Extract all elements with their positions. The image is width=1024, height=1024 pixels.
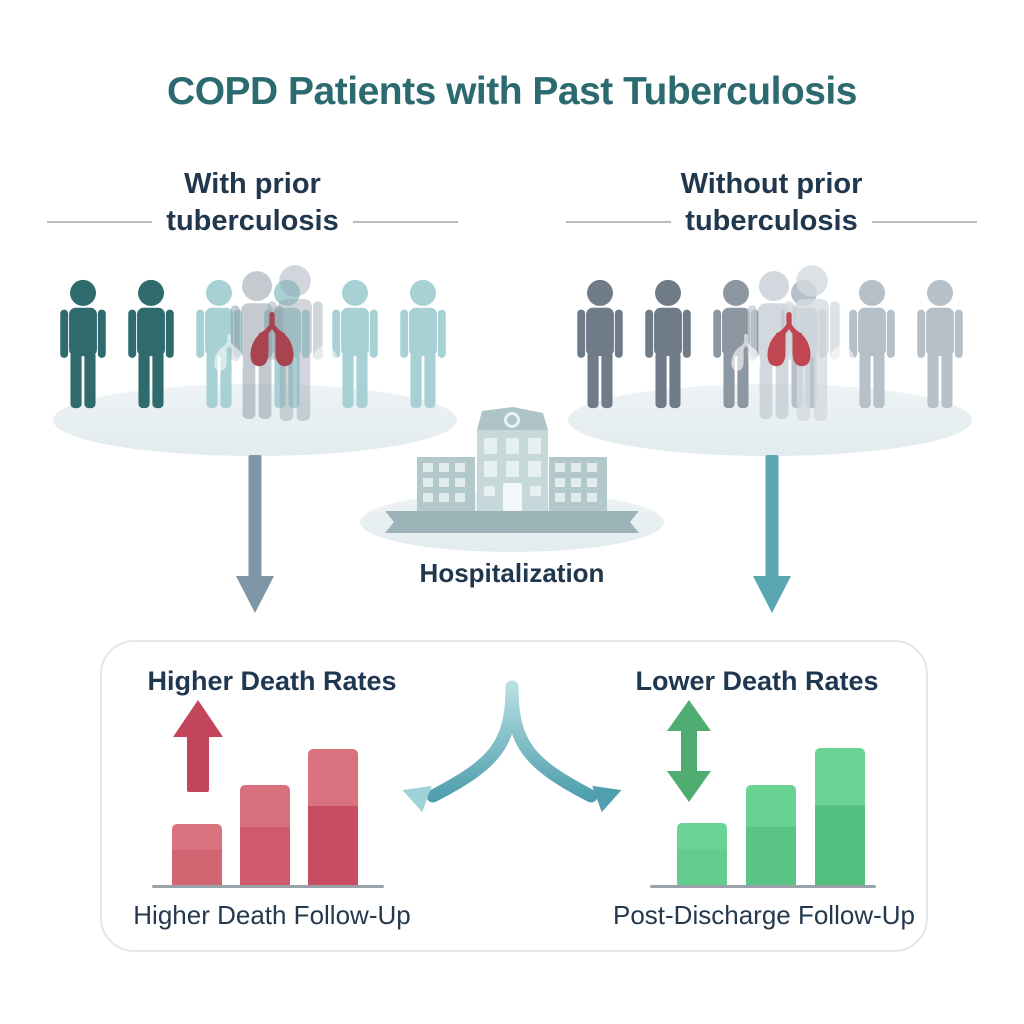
column-header-left-line2: tuberculosis bbox=[166, 205, 339, 237]
outcome-right-caption: Post-Discharge Follow-Up bbox=[613, 900, 915, 930]
bar bbox=[677, 823, 727, 885]
group-left-overlay bbox=[57, 265, 449, 421]
divider-line bbox=[47, 220, 153, 223]
column-header-left: With prior tuberculosis bbox=[30, 168, 475, 238]
branch-arrow-icon bbox=[402, 615, 622, 813]
down-arrow-left-icon bbox=[236, 455, 274, 613]
divider-line bbox=[352, 220, 458, 223]
bar-chart-lower-death bbox=[677, 748, 865, 885]
hospital-icon bbox=[385, 407, 639, 533]
column-header-right-line1: Without prior bbox=[680, 168, 863, 200]
hospital-label: Hospitalization bbox=[419, 558, 605, 588]
bar-chart-higher-death bbox=[172, 749, 358, 885]
bar bbox=[308, 749, 358, 885]
chart-baseline bbox=[152, 885, 384, 888]
chart-baseline bbox=[650, 885, 876, 888]
bar bbox=[746, 785, 796, 885]
group-right-overlay bbox=[574, 265, 966, 421]
column-header-right: Without prior tuberculosis bbox=[549, 168, 994, 238]
ghost-lungs-icon bbox=[311, 336, 339, 370]
divider-line bbox=[566, 220, 672, 223]
column-header-left-line1: With prior bbox=[184, 168, 321, 200]
divider-line bbox=[871, 220, 977, 223]
page-title: COPD Patients with Past Tuberculosis bbox=[167, 70, 857, 113]
bar bbox=[815, 748, 865, 885]
lungs-icon bbox=[767, 312, 811, 367]
ghost-lungs-icon bbox=[828, 336, 856, 370]
up-down-arrow-icon bbox=[667, 700, 711, 802]
outcome-right-heading: Lower Death Rates bbox=[635, 666, 879, 696]
lungs-icon bbox=[250, 312, 294, 367]
bar bbox=[240, 785, 290, 885]
outcome-left-heading: Higher Death Rates bbox=[147, 666, 397, 696]
column-header-right-line2: tuberculosis bbox=[685, 205, 858, 237]
bar bbox=[172, 824, 222, 885]
down-arrow-right-icon bbox=[753, 455, 791, 613]
up-arrow-icon bbox=[173, 700, 223, 792]
outcome-left-caption: Higher Death Follow-Up bbox=[133, 900, 411, 930]
